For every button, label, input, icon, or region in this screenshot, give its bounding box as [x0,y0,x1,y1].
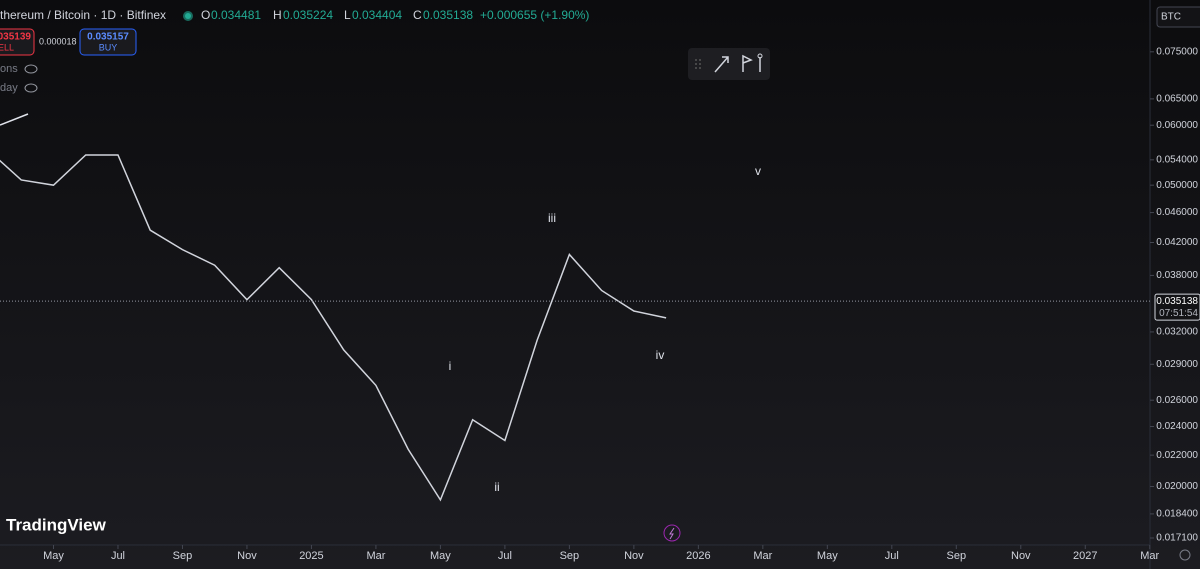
settings-icon[interactable] [1179,549,1191,561]
y-tick-label: 0.026000 [1156,395,1198,406]
lightning-icon[interactable] [663,524,681,542]
wave-label: ii [494,480,499,494]
toolbar-box [688,48,770,80]
x-tick-label: Mar [753,550,772,562]
y-tick-label: 0.032000 [1156,327,1198,338]
eye-icon[interactable] [24,83,38,93]
y-tick-label: 0.046000 [1156,207,1198,218]
countdown: 07:51:54 [1159,308,1198,319]
x-tick-label: 2025 [299,550,323,562]
plot-area [0,113,1150,502]
last-price-label: 0.035138 [1156,296,1198,307]
buy-button[interactable]: 0.035157 BUY [79,28,137,56]
ohlc-label: C [413,8,422,22]
y-tick-label: 0.020000 [1156,481,1198,492]
spread: 0.000018 [39,36,77,46]
y-tick-label: 0.075000 [1156,46,1198,57]
x-tick-label: Mar [366,550,385,562]
x-tick-label: May [817,550,838,562]
ohlc-label: O [201,8,210,22]
x-tick-label: Jul [885,550,899,562]
last-price-box [1154,293,1200,321]
wave-label: iii [548,211,556,225]
ohlc-label: H [273,8,282,22]
sell-button[interactable]: 0.035139 SELL [0,28,35,56]
y-tick-label: 0.054000 [1156,154,1198,165]
y-tick-label: 0.018400 [1156,509,1198,520]
indicator[interactable]: ons [0,63,18,75]
x-tick-label: Nov [237,550,257,562]
ohlc-value: 0.034404 [352,8,402,22]
buy-box[interactable] [79,28,137,56]
eye-icon[interactable] [24,64,38,74]
x-tick-label: 2027 [1073,550,1097,562]
y-tick-label: 0.038000 [1156,270,1198,281]
y-tick-label: 0.050000 [1156,180,1198,191]
tool-icon[interactable] [742,54,753,72]
price-line [0,154,667,502]
ohlc-value: 0.035224 [283,8,333,22]
currency[interactable]: BTC [1161,12,1181,23]
ohlc-value: 0.034481 [211,8,261,22]
buy-label[interactable]: BUY [99,42,118,52]
x-tick-label: Jul [111,550,125,562]
sell-box[interactable] [0,28,35,56]
x-tick-label: May [430,550,451,562]
y-tick-label: 0.060000 [1156,120,1198,131]
status-dot [185,13,191,19]
symbol: thereum / Bitcoin · 1D · Bitfinex [0,8,166,22]
tool-icon[interactable] [757,53,763,59]
x-tick-label: Mar [1140,550,1159,562]
sell-price[interactable]: 0.035139 [0,32,31,43]
x-tick-label: Jul [498,550,512,562]
y-tick-label: 0.042000 [1156,237,1198,248]
trend-line [0,113,29,126]
wave-label: iv [656,348,665,362]
y-tick-label: 0.029000 [1156,359,1198,370]
ohlc: O 0.034481 H 0.035224 L 0.034404 C 0.035… [201,8,589,22]
buy-price[interactable]: 0.035157 [87,32,129,43]
indicator[interactable]: day [0,82,18,94]
sell-label[interactable]: SELL [0,42,14,52]
ohlc-value: 0.035138 [423,8,473,22]
wave-label: i [449,359,452,373]
ohlc-label: L [344,8,351,22]
y-tick-label: 0.065000 [1156,94,1198,105]
y-tick-label: 0.022000 [1156,450,1198,461]
x-tick-label: Nov [1011,550,1031,562]
x-tick-label: Sep [560,550,580,562]
logo: TradingView [6,515,107,534]
y-tick-label: 0.024000 [1156,421,1198,432]
y-tick-label: 0.017100 [1156,533,1198,544]
lightning-icon[interactable] [669,527,675,540]
currency-select[interactable] [1156,6,1200,28]
drawing-toolbar [688,48,770,80]
tool-icon[interactable] [714,56,729,73]
change: +0.000655 (+1.90%) [480,8,589,22]
wave-label: v [755,164,761,178]
x-tick-label: May [43,550,64,562]
x-tick-label: Sep [947,550,967,562]
x-tick-label: 2026 [686,550,710,562]
x-tick-label: Nov [624,550,644,562]
x-tick-label: Sep [173,550,193,562]
